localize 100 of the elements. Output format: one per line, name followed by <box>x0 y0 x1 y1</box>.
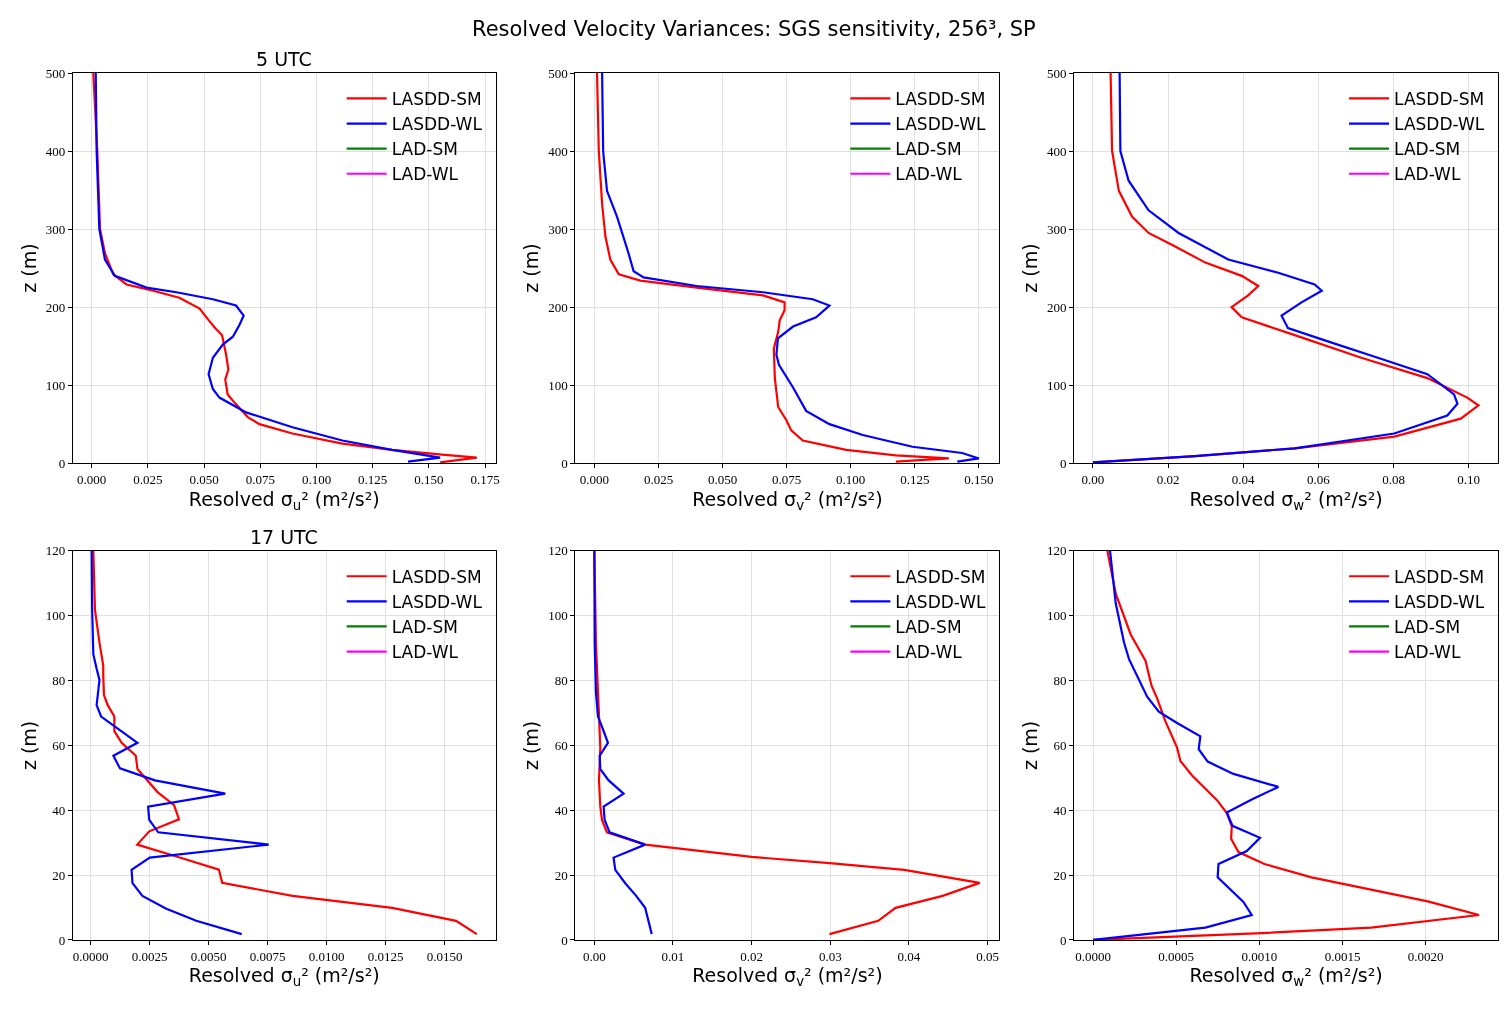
x-tick-label: 0.06 <box>1307 471 1331 487</box>
y-tick-label: 300 <box>548 221 568 237</box>
legend-label: LAD-WL <box>391 642 459 663</box>
x-tick-label: 0.000 <box>77 471 107 487</box>
y-axis-title: z (m) <box>17 243 40 293</box>
x-tick-label: 0.04 <box>897 948 921 964</box>
y-tick-label: 500 <box>548 65 568 81</box>
y-tick-label: 400 <box>45 143 66 159</box>
line-series <box>90 550 270 936</box>
y-tick-label: 0 <box>1060 455 1067 471</box>
legend-label: LASDD-SM <box>895 566 986 587</box>
y-tick-label: 400 <box>1047 143 1067 159</box>
x-axis-title: Resolved σ$_{v}$² (m²/s²) <box>692 964 883 990</box>
y-tick-label: 60 <box>52 737 66 753</box>
legend-label: LASDD-SM <box>1394 566 1485 587</box>
text: Resolved Velocity Variances: SGS sensitivity, 256³, SP <box>472 17 1036 41</box>
x-tick-label: 0.0100 <box>308 948 345 964</box>
y-tick-label: 40 <box>52 802 66 818</box>
y-tick-label: 40 <box>1053 802 1067 818</box>
x-axis-title: Resolved σ$_{w}$² (m²/s²) <box>1189 487 1383 513</box>
x-axis-title: Resolved σ$_{u}$² (m²/s²) <box>188 964 380 990</box>
legend-label: LAD-SM <box>1394 617 1461 638</box>
x-tick-label: 0.125 <box>900 471 930 487</box>
legend-label: LAD-WL <box>895 642 963 663</box>
y-tick-label: 200 <box>45 299 66 315</box>
x-tick-label: 0.150 <box>964 471 994 487</box>
x-tick-label: 0.0150 <box>426 948 463 964</box>
y-tick-label: 200 <box>548 299 568 315</box>
y-tick-label: 20 <box>52 867 66 883</box>
x-tick-label: 0.125 <box>358 471 388 487</box>
y-axis-title: z (m) <box>520 243 543 293</box>
x-axis-title: Resolved σ$_{u}$² (m²/s²) <box>188 487 380 513</box>
x-axis-title: Resolved σ$_{w}$² (m²/s²) <box>1189 964 1383 990</box>
legend-label: LASDD-SM <box>391 566 482 587</box>
legend-label: LAD-SM <box>391 139 458 160</box>
x-tick-label: 0.175 <box>470 471 500 487</box>
x-tick-label: 0.150 <box>414 471 444 487</box>
y-tick-label: 120 <box>548 543 568 559</box>
legend-label: LAD-SM <box>895 139 962 160</box>
y-tick-label: 100 <box>548 608 568 624</box>
x-tick-label: 0.0025 <box>131 948 168 964</box>
y-tick-label: 0 <box>58 455 66 471</box>
x-tick-label: 0.04 <box>1231 471 1256 487</box>
x-tick-label: 0.0050 <box>190 948 227 964</box>
y-tick-label: 20 <box>1053 867 1067 883</box>
x-tick-label: 0.0075 <box>249 948 286 964</box>
x-tick-label: 0.00 <box>582 948 606 964</box>
y-tick-label: 80 <box>1053 673 1067 689</box>
x-tick-label: 0.0125 <box>367 948 404 964</box>
y-tick-label: 500 <box>1047 65 1067 81</box>
y-axis-title: z (m) <box>520 720 543 771</box>
legend-label: LASDD-SM <box>391 89 482 110</box>
x-tick-label: 0.075 <box>772 471 802 487</box>
x-tick-label: 0.050 <box>189 471 219 487</box>
y-tick-label: 0 <box>58 932 66 948</box>
y-tick-label: 300 <box>45 221 66 237</box>
x-tick-label: 0.02 <box>1156 471 1180 487</box>
x-tick-label: 0.05 <box>976 948 999 964</box>
x-tick-label: 0.00 <box>1081 471 1105 487</box>
y-tick-label: 100 <box>548 377 568 393</box>
y-tick-label: 40 <box>554 802 568 818</box>
legend-label: LASDD-WL <box>895 591 987 612</box>
y-tick-label: 0 <box>1060 932 1067 948</box>
x-tick-label: 0.02 <box>740 948 764 964</box>
legend-label: LASDD-WL <box>1394 114 1485 135</box>
y-tick-label: 100 <box>1047 377 1067 393</box>
x-tick-label: 0.025 <box>133 471 163 487</box>
y-tick-label: 80 <box>554 673 568 689</box>
y-axis-title: z (m) <box>1018 243 1041 293</box>
legend-label: LASDD-WL <box>391 114 483 135</box>
chart-title: 17 UTC <box>250 526 318 548</box>
x-tick-label: 0.0020 <box>1407 948 1444 964</box>
legend-label: LAD-WL <box>1394 642 1461 663</box>
y-tick-label: 300 <box>1047 221 1067 237</box>
y-tick-label: 400 <box>548 143 568 159</box>
y-tick-label: 0 <box>561 455 568 471</box>
x-tick-label: 0.0010 <box>1241 948 1278 964</box>
y-tick-label: 60 <box>1053 737 1067 753</box>
legend-label: LAD-WL <box>895 164 963 185</box>
y-tick-label: 120 <box>1047 543 1067 559</box>
y-tick-label: 80 <box>52 673 66 689</box>
x-tick-label: 0.000 <box>579 471 610 487</box>
x-tick-label: 0.03 <box>818 948 842 964</box>
y-tick-label: 60 <box>554 737 568 753</box>
x-tick-label: 0.0015 <box>1324 948 1361 964</box>
y-tick-label: 100 <box>45 608 66 624</box>
line-series <box>593 550 653 936</box>
chart-title: 5 UTC <box>256 48 312 70</box>
legend-label: LAD-WL <box>1394 164 1461 185</box>
x-tick-label: 0.0005 <box>1158 948 1195 964</box>
y-tick-label: 0 <box>561 932 568 948</box>
legend-label: LAD-SM <box>391 617 458 638</box>
legend-label: LAD-SM <box>895 617 962 638</box>
x-tick-label: 0.0000 <box>72 948 109 964</box>
y-tick-label: 100 <box>45 377 66 393</box>
y-axis-title: z (m) <box>17 720 40 771</box>
x-tick-label: 0.100 <box>836 471 866 487</box>
legend-label: LASDD-WL <box>391 591 483 612</box>
y-tick-label: 100 <box>1047 608 1067 624</box>
line-series <box>1092 550 1280 940</box>
